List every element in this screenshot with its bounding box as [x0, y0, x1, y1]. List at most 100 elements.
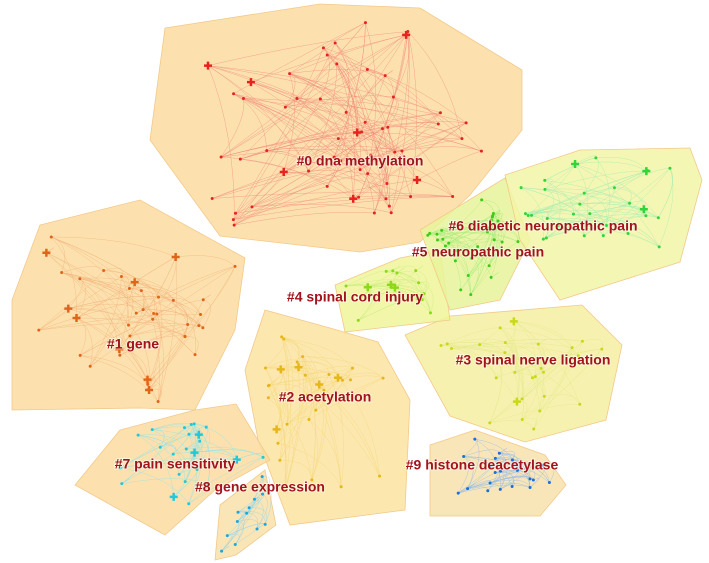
edge [658, 168, 674, 248]
edge [334, 42, 350, 113]
edge [158, 266, 236, 298]
edge [212, 192, 453, 199]
edge [221, 131, 362, 158]
node [150, 428, 154, 432]
node [266, 396, 270, 400]
node [367, 162, 371, 166]
edge [440, 327, 501, 346]
node [422, 292, 426, 296]
node [295, 96, 299, 100]
node [120, 482, 124, 486]
node [64, 304, 73, 313]
edge [531, 170, 648, 216]
node [314, 408, 318, 412]
edge [297, 361, 318, 411]
edge [333, 112, 350, 158]
edge [500, 470, 531, 488]
edge [129, 300, 174, 337]
edge [302, 356, 384, 379]
edge [513, 321, 537, 377]
node [478, 343, 482, 347]
edge [283, 128, 383, 173]
node [582, 191, 586, 195]
edge [120, 467, 189, 504]
edge [338, 138, 375, 214]
edge [451, 342, 573, 349]
edge [320, 98, 361, 170]
node [128, 334, 132, 338]
edge [38, 270, 104, 331]
node [301, 355, 305, 359]
node [327, 372, 331, 376]
edge [358, 293, 425, 321]
edge [394, 146, 482, 153]
edge [289, 42, 336, 74]
edge [262, 476, 272, 525]
node [339, 159, 343, 163]
edge [281, 336, 300, 363]
edge [285, 73, 296, 108]
node [263, 522, 267, 526]
edge [489, 420, 534, 430]
edge [308, 31, 409, 172]
node [130, 278, 139, 287]
edge [148, 266, 236, 390]
edge [284, 356, 304, 491]
node [349, 378, 353, 382]
edge [233, 93, 390, 207]
node [333, 41, 337, 45]
node [261, 455, 265, 459]
node [582, 234, 586, 238]
edge [514, 369, 537, 377]
node [519, 186, 523, 190]
node [464, 121, 468, 125]
edge [283, 338, 294, 425]
edge [338, 138, 370, 165]
edge [119, 325, 199, 356]
node [413, 175, 422, 184]
edge [500, 482, 516, 490]
node [384, 197, 388, 201]
node [383, 74, 387, 78]
edge [138, 434, 189, 466]
node [283, 105, 287, 109]
node [210, 197, 214, 201]
node [195, 468, 199, 472]
edge [315, 368, 353, 411]
node [466, 274, 470, 278]
edge [513, 321, 573, 348]
edge [51, 236, 77, 319]
edge [243, 98, 361, 170]
node [531, 478, 535, 482]
edge [525, 210, 549, 219]
edge [488, 213, 500, 266]
node [656, 216, 660, 220]
edge [390, 150, 406, 213]
edge [512, 459, 550, 483]
node [177, 472, 181, 476]
node [491, 214, 495, 218]
edge [488, 227, 498, 278]
edge [595, 157, 647, 172]
edge [584, 168, 671, 236]
node [498, 487, 502, 491]
node [447, 241, 451, 245]
node [171, 252, 180, 261]
node [441, 237, 445, 241]
edge [51, 236, 137, 314]
edge [489, 404, 580, 424]
node [204, 425, 208, 429]
edge [184, 425, 195, 435]
node [541, 463, 545, 467]
edge [152, 429, 165, 448]
edge [562, 170, 647, 228]
node [232, 223, 236, 227]
edge [394, 137, 463, 153]
edge [387, 126, 463, 139]
node [543, 178, 547, 182]
node [488, 481, 492, 485]
node [139, 289, 143, 293]
edge [360, 291, 369, 297]
node [503, 341, 507, 345]
